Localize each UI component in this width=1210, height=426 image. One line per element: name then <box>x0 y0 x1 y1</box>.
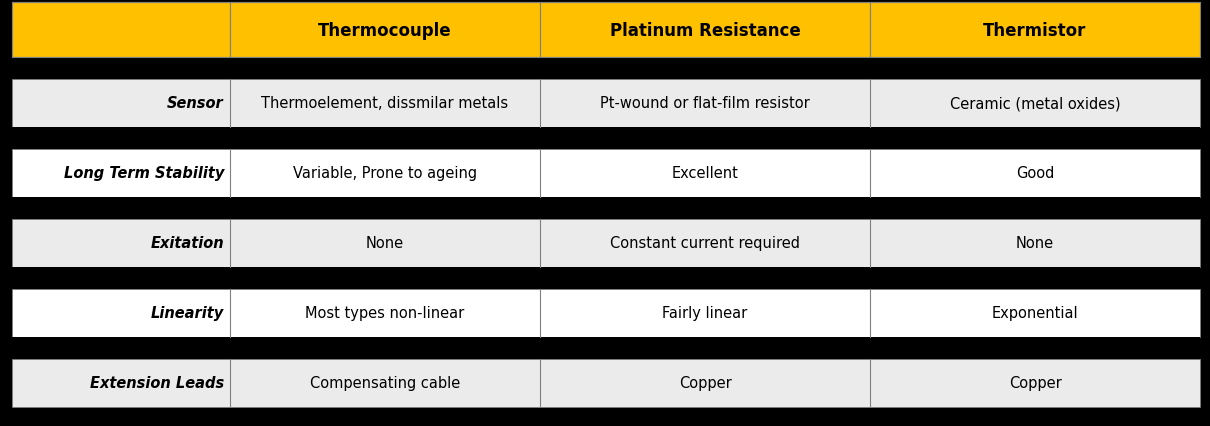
Bar <box>12 219 1200 268</box>
Text: Excellent: Excellent <box>672 166 738 181</box>
Text: Long Term Stability: Long Term Stability <box>64 166 224 181</box>
Bar <box>230 3 540 58</box>
Text: Fairly linear: Fairly linear <box>662 306 748 321</box>
Text: Copper: Copper <box>679 376 731 391</box>
Text: Constant current required: Constant current required <box>610 236 800 251</box>
Text: None: None <box>365 236 404 251</box>
Text: Exponential: Exponential <box>992 306 1078 321</box>
Bar <box>12 268 1200 289</box>
Bar <box>12 80 1200 128</box>
Text: Variable, Prone to ageing: Variable, Prone to ageing <box>293 166 477 181</box>
Bar <box>540 3 870 58</box>
Bar <box>12 289 1200 337</box>
Text: Pt-wound or flat-film resistor: Pt-wound or flat-film resistor <box>600 96 809 111</box>
Bar <box>12 128 1200 150</box>
Text: Linearity: Linearity <box>151 306 224 321</box>
Text: Ceramic (metal oxides): Ceramic (metal oxides) <box>950 96 1120 111</box>
Text: Platinum Resistance: Platinum Resistance <box>610 21 800 40</box>
Bar <box>12 3 230 58</box>
Text: None: None <box>1016 236 1054 251</box>
Text: Sensor: Sensor <box>167 96 224 111</box>
Text: Copper: Copper <box>1009 376 1061 391</box>
Text: Most types non-linear: Most types non-linear <box>305 306 465 321</box>
Text: Thermistor: Thermistor <box>984 21 1087 40</box>
Bar <box>12 150 1200 198</box>
Text: Thermocouple: Thermocouple <box>318 21 451 40</box>
Text: Good: Good <box>1016 166 1054 181</box>
Text: Thermoelement, dissmilar metals: Thermoelement, dissmilar metals <box>261 96 508 111</box>
Bar <box>12 359 1200 407</box>
Bar <box>12 198 1200 219</box>
Text: Compensating cable: Compensating cable <box>310 376 460 391</box>
Bar <box>12 337 1200 359</box>
Text: Extension Leads: Extension Leads <box>90 376 224 391</box>
Bar <box>12 58 1200 80</box>
Text: Exitation: Exitation <box>150 236 224 251</box>
Bar <box>870 3 1200 58</box>
